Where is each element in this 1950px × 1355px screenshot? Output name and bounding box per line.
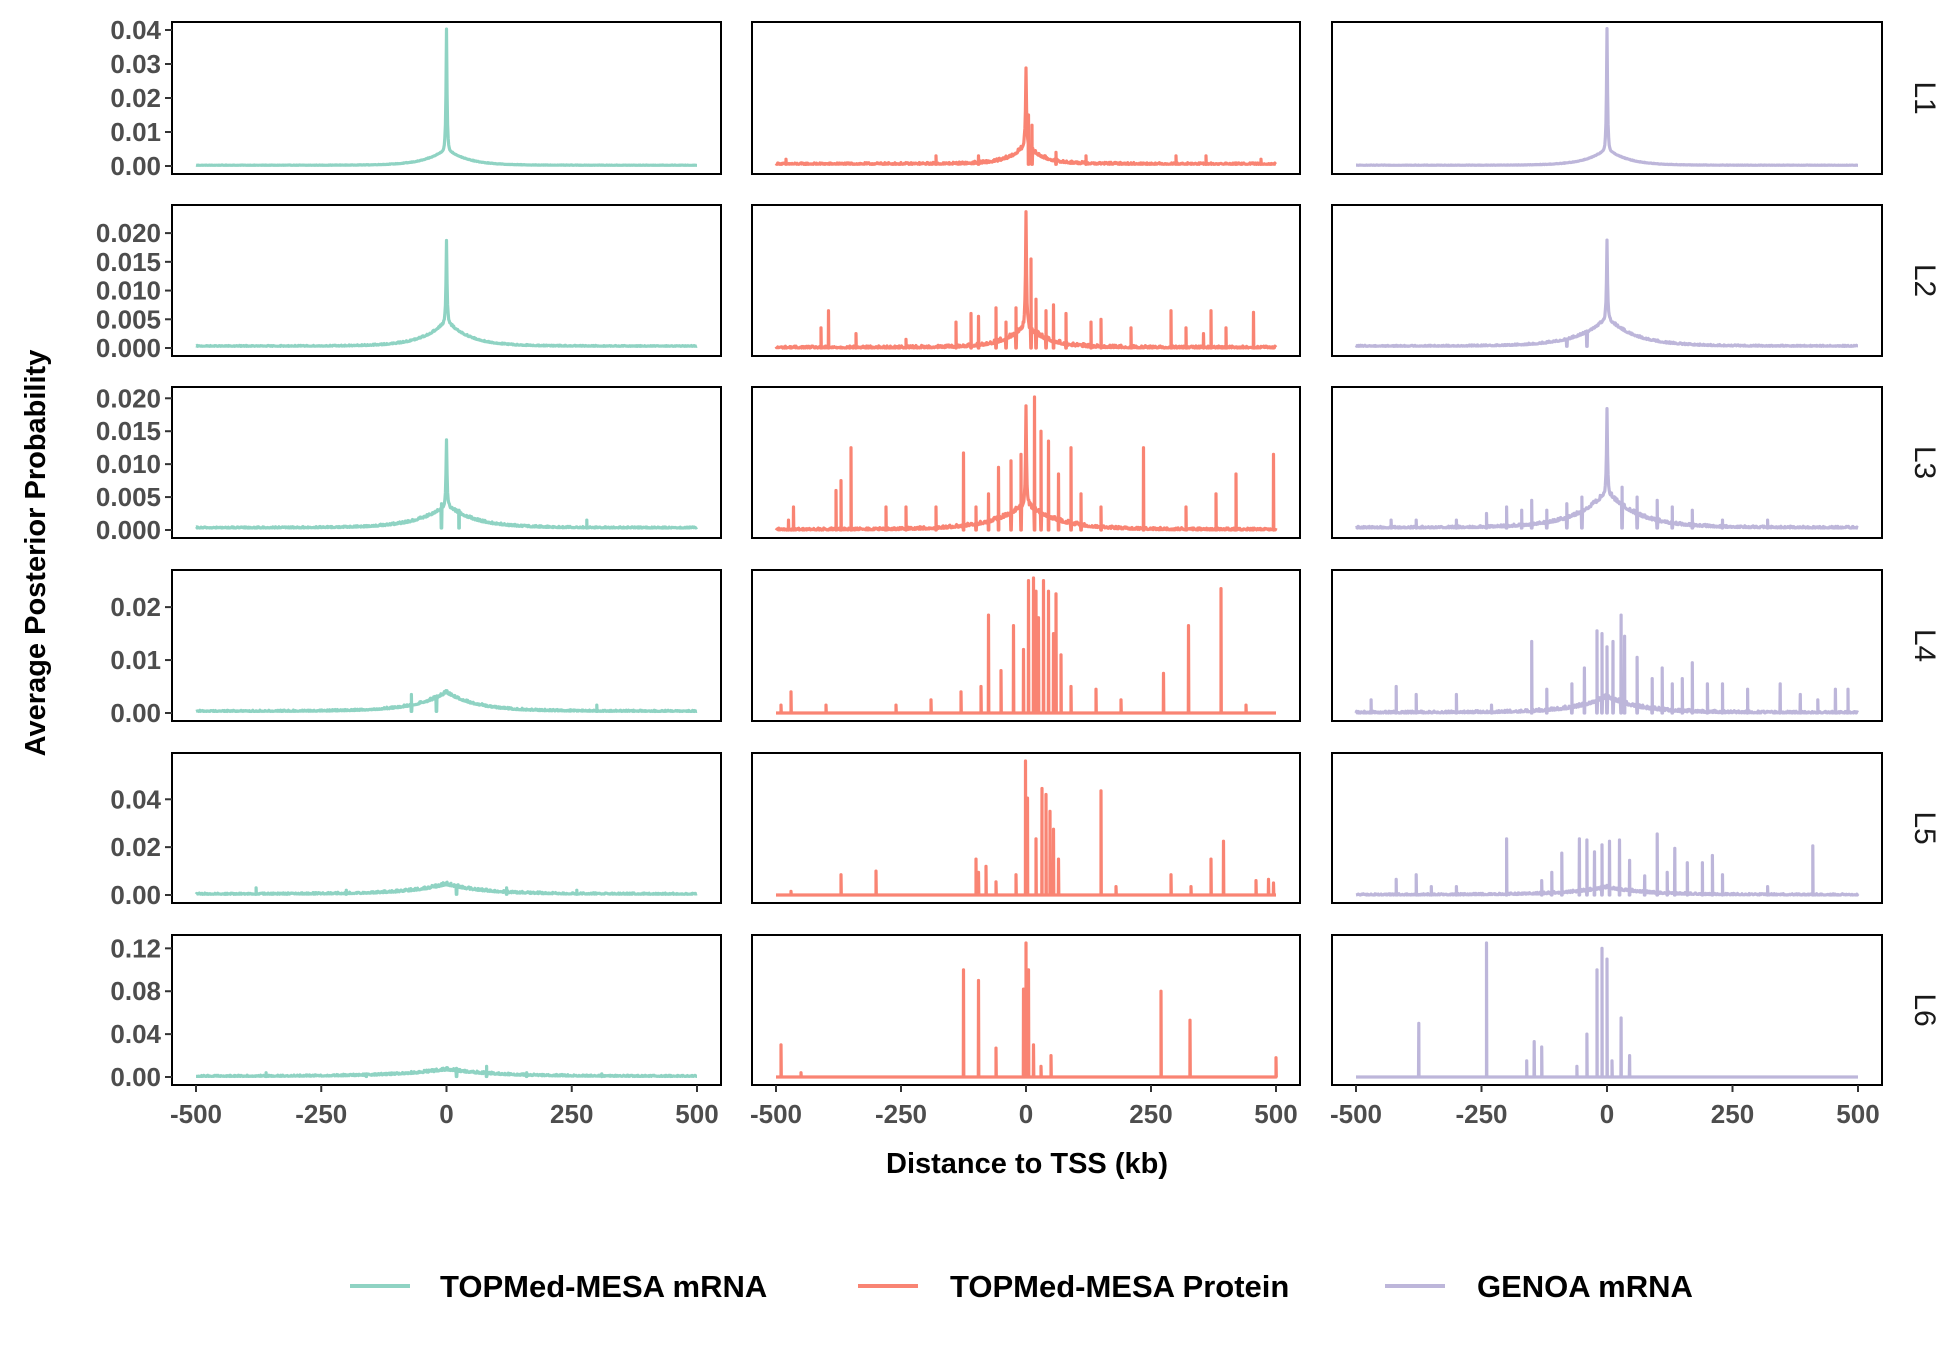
- series-line-topmed-mesa-protein-l4: [775, 576, 1277, 715]
- series-line-genoa-mrna-l1: [1355, 27, 1859, 167]
- strip-label-l6: L6: [1908, 993, 1941, 1026]
- x-tick-label-1-0: -500: [750, 1099, 802, 1129]
- x-axis-title: Distance to TSS (kb): [886, 1148, 1168, 1180]
- y-tick-label-l2-1: 0.005: [96, 304, 161, 334]
- legend-label-topmed-mesa-mrna: TOPMed-MESA mRNA: [440, 1269, 767, 1304]
- panel-frame-l5-topmed-mesa-protein: [751, 752, 1301, 904]
- panel-frame-l1-topmed-mesa-protein: [751, 21, 1301, 175]
- y-tick-label-l1-3: 0.03: [110, 49, 161, 79]
- y-tick-label-l3-0: 0.000: [96, 515, 161, 545]
- x-tick-label-1-3: 250: [1129, 1099, 1172, 1129]
- series-line-genoa-mrna-l3: [1354, 407, 1859, 530]
- y-tick-label-l1-4: 0.04: [110, 15, 161, 45]
- y-tick-label-l3-2: 0.010: [96, 449, 161, 479]
- panel-frame-l4-topmed-mesa-mrna: [171, 569, 722, 722]
- series-line-topmed-mesa-mrna-l3: [195, 438, 699, 530]
- panel-frame-l1-genoa-mrna: [1331, 21, 1883, 175]
- y-tick-label-l3-4: 0.020: [96, 383, 161, 413]
- strip-label-l2: L2: [1908, 264, 1941, 297]
- y-tick-label-l2-0: 0.000: [96, 333, 161, 363]
- series-line-topmed-mesa-protein-l3: [774, 395, 1278, 532]
- y-tick-label-l6-3: 0.12: [110, 933, 161, 963]
- y-tick-label-l3-3: 0.015: [96, 416, 161, 446]
- y-tick-label-l6-1: 0.04: [110, 1019, 161, 1049]
- x-tick-label-2-3: 250: [1711, 1099, 1754, 1129]
- x-tick-label-2-4: 500: [1836, 1099, 1879, 1129]
- x-tick-label-0-0: -500: [170, 1099, 222, 1129]
- series-line-topmed-mesa-mrna-l2: [195, 238, 698, 348]
- panel-frame-l6-topmed-mesa-mrna: [171, 934, 722, 1086]
- panel-frame-l3-topmed-mesa-protein: [751, 386, 1301, 539]
- strip-label-l1: L1: [1908, 81, 1941, 114]
- panel-frame-l2-topmed-mesa-protein: [751, 204, 1301, 357]
- legend-label-topmed-mesa-protein: TOPMed-MESA Protein: [950, 1269, 1289, 1304]
- y-tick-label-l1-2: 0.02: [110, 83, 161, 113]
- y-tick-label-l6-0: 0.00: [110, 1062, 161, 1092]
- y-tick-label-l5-2: 0.04: [110, 784, 161, 814]
- series-line-topmed-mesa-mrna-l6: [195, 1064, 698, 1079]
- panel-frame-l2-genoa-mrna: [1331, 204, 1883, 357]
- y-tick-label-l4-1: 0.01: [110, 645, 161, 675]
- series-line-genoa-mrna-l5: [1355, 832, 1860, 897]
- x-tick-label-1-1: -250: [875, 1099, 927, 1129]
- strip-label-l4: L4: [1908, 629, 1941, 662]
- y-tick-label-l2-3: 0.015: [96, 247, 161, 277]
- x-tick-label-2-2: 0: [1600, 1099, 1614, 1129]
- x-tick-label-2-0: -500: [1330, 1099, 1382, 1129]
- x-tick-label-0-3: 250: [550, 1099, 593, 1129]
- series-line-topmed-mesa-protein-l2: [774, 210, 1278, 350]
- series-line-topmed-mesa-mrna-l4: [195, 689, 698, 713]
- y-axis-title: Average Posterior Probability: [20, 350, 52, 757]
- series-line-topmed-mesa-mrna-l1: [195, 27, 698, 167]
- panel-frame-l4-topmed-mesa-protein: [751, 569, 1301, 722]
- series-line-genoa-mrna-l4: [1354, 613, 1860, 715]
- panel-frame-l2-topmed-mesa-mrna: [171, 204, 722, 357]
- x-tick-label-0-1: -250: [295, 1099, 347, 1129]
- series-line-topmed-mesa-protein-l1: [774, 66, 1277, 166]
- y-tick-label-l2-2: 0.010: [96, 276, 161, 306]
- panel-frame-l4-genoa-mrna: [1331, 569, 1883, 722]
- y-tick-label-l2-4: 0.020: [96, 218, 161, 248]
- series-line-topmed-mesa-protein-l5: [775, 759, 1277, 897]
- y-tick-label-l1-1: 0.01: [110, 117, 161, 147]
- y-tick-label-l5-0: 0.00: [110, 880, 161, 910]
- y-tick-label-l5-1: 0.02: [110, 832, 161, 862]
- y-tick-label-l4-0: 0.00: [110, 698, 161, 728]
- y-tick-label-l4-2: 0.02: [110, 592, 161, 622]
- series-line-topmed-mesa-protein-l6: [775, 941, 1278, 1079]
- panel-frame-l5-topmed-mesa-mrna: [171, 752, 722, 904]
- panel-frame-l3-topmed-mesa-mrna: [171, 386, 722, 539]
- series-line-genoa-mrna-l2: [1354, 238, 1859, 348]
- x-tick-label-1-2: 0: [1019, 1099, 1033, 1129]
- strip-label-l5: L5: [1908, 811, 1941, 844]
- series-line-topmed-mesa-mrna-l5: [194, 880, 698, 896]
- series-line-genoa-mrna-l6: [1355, 941, 1859, 1079]
- y-tick-label-l1-0: 0.00: [110, 151, 161, 181]
- legend-label-genoa-mrna: GENOA mRNA: [1477, 1269, 1693, 1304]
- x-tick-label-2-1: -250: [1455, 1099, 1507, 1129]
- panel-frame-l3-genoa-mrna: [1331, 386, 1883, 539]
- y-tick-label-l6-2: 0.08: [110, 976, 161, 1006]
- panel-frame-l5-genoa-mrna: [1331, 752, 1883, 904]
- y-tick-label-l3-1: 0.005: [96, 482, 161, 512]
- x-tick-label-1-4: 500: [1254, 1099, 1297, 1129]
- strip-label-l3: L3: [1908, 446, 1941, 479]
- x-tick-label-0-4: 500: [675, 1099, 718, 1129]
- x-tick-label-0-2: 0: [439, 1099, 453, 1129]
